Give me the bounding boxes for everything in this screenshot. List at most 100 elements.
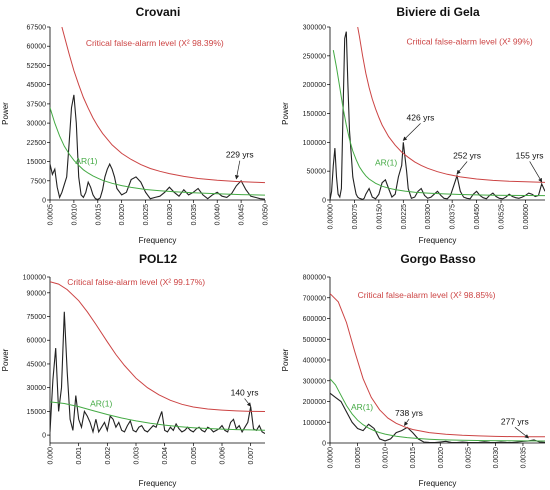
series-line-ar1 [50,107,265,196]
annotation-label: Critical false-alarm level (X² 99%) [407,36,533,46]
annotation-label: AR(1) [90,399,112,409]
x-axis-label: Frequency [419,236,457,245]
x-tick-label: 0.00150 [376,204,383,229]
annotation-label: AR(1) [75,156,97,166]
y-axis-label: Power [1,348,10,371]
annotation-label: 426 yrs [407,112,435,122]
y-tick-label: 45000 [27,82,47,89]
x-tick-label: 0.0035 [520,447,527,469]
x-tick-label: 0.00525 [499,204,506,229]
y-tick-label: 600000 [303,316,326,323]
series-line-critical [357,27,545,183]
x-tick-label: 0.001 [76,447,83,465]
annotation-arrow [514,427,530,439]
y-tick-label: 100000 [23,275,46,282]
series-line-spectrum [50,94,265,200]
y-tick-label: 30000 [27,385,47,392]
y-tick-label: 0 [42,433,46,440]
y-tick-label: 15000 [27,409,47,416]
chart-panel-2: POL12 0 15000 30000 45000 60000 75000 90000 1000… [1,252,265,488]
series-line-critical [61,27,265,184]
x-tick-label: 0.0050 [263,204,270,226]
annotation-label: AR(1) [375,157,397,167]
annotation-arrow [244,398,252,407]
y-tick-label: 250000 [303,53,326,60]
series-line-spectrum [330,31,545,200]
annotation-label: AR(1) [351,402,373,412]
annotation-label: 252 yrs [453,150,481,160]
x-tick-label: 0.0010 [383,447,390,469]
chart-title: Gorgo Basso [400,252,475,266]
x-tick-label: 0.0045 [239,204,246,226]
y-tick-label: 7500 [30,178,46,185]
y-tick-label: 37500 [27,101,47,108]
x-tick-label: 0.00225 [401,204,408,229]
y-tick-label: 60000 [27,338,47,345]
x-tick-label: 0.007 [248,447,255,465]
annotation-label: Critical false-alarm level (X² 98.85%) [358,290,496,300]
y-tick-label: 52500 [27,63,47,70]
x-axis-label: Frequency [419,479,457,488]
y-tick-label: 0 [322,441,326,448]
y-axis-label: Power [281,348,290,371]
y-tick-label: 30000 [27,121,47,128]
annotation-label: 738 yrs [395,408,423,418]
y-tick-label: 700000 [303,295,326,302]
x-tick-label: 0.0005 [48,204,55,226]
y-tick-label: 90000 [27,290,47,297]
chart-panel-1: Biviere di Gela 0 50000 100000 150000 200000 2… [281,5,545,245]
annotation-arrow [234,160,241,180]
x-tick-label: 0.0025 [465,447,472,469]
annotation-arrow [456,161,468,175]
y-tick-label: 200000 [303,399,326,406]
series-line-ar1 [50,401,265,431]
series-line-spectrum [330,392,545,443]
x-tick-label: 0.0005 [355,447,362,469]
y-tick-label: 22500 [27,140,47,147]
series-line-critical [50,281,265,412]
annotation-arrow [404,418,410,427]
x-tick-label: 0.0015 [95,204,102,226]
x-tick-label: 0.00375 [450,204,457,229]
x-tick-label: 0.00450 [474,204,481,229]
x-tick-label: 0.0000 [328,447,335,469]
y-tick-label: 100000 [303,420,326,427]
x-tick-label: 0.0030 [167,204,174,226]
y-tick-label: 300000 [303,378,326,385]
y-tick-label: 300000 [303,25,326,32]
x-axis-label: Frequency [139,479,177,488]
y-axis-label: Power [1,102,10,125]
annotation-label: 229 yrs [226,150,254,160]
series-line-critical [330,293,545,438]
annotation-arrow [402,123,421,141]
x-tick-label: 0.00000 [328,204,335,229]
x-tick-label: 0.0040 [215,204,222,226]
annotation-label: 155 yrs [516,150,544,160]
y-tick-label: 45000 [27,361,47,368]
x-tick-label: 0.0015 [410,447,417,469]
chart-title: POL12 [139,252,177,266]
y-tick-label: 200000 [303,82,326,89]
y-tick-label: 100000 [303,140,326,147]
x-tick-label: 0.006 [220,447,227,465]
x-tick-label: 0.0020 [438,447,445,469]
x-tick-label: 0.00300 [425,204,432,229]
series-line-spectrum [50,311,265,435]
y-tick-label: 150000 [303,111,326,118]
x-tick-label: 0.00075 [352,204,359,229]
y-tick-label: 400000 [303,358,326,365]
chart-title: Biviere di Gela [396,5,480,19]
x-tick-label: 0.0010 [71,204,78,226]
x-axis-label: Frequency [139,236,177,245]
y-tick-label: 800000 [303,275,326,282]
x-tick-label: 0.0030 [493,447,500,469]
chart-title: Crovani [136,5,181,19]
y-tick-label: 0 [42,198,46,205]
series-line-ar1 [332,50,545,197]
x-tick-label: 0.000 [48,447,55,465]
x-tick-label: 0.0020 [119,204,126,226]
x-tick-label: 0.00600 [523,204,530,229]
x-tick-label: 0.0035 [191,204,198,226]
x-tick-label: 0.003 [134,447,141,465]
annotation-arrow [529,161,543,183]
